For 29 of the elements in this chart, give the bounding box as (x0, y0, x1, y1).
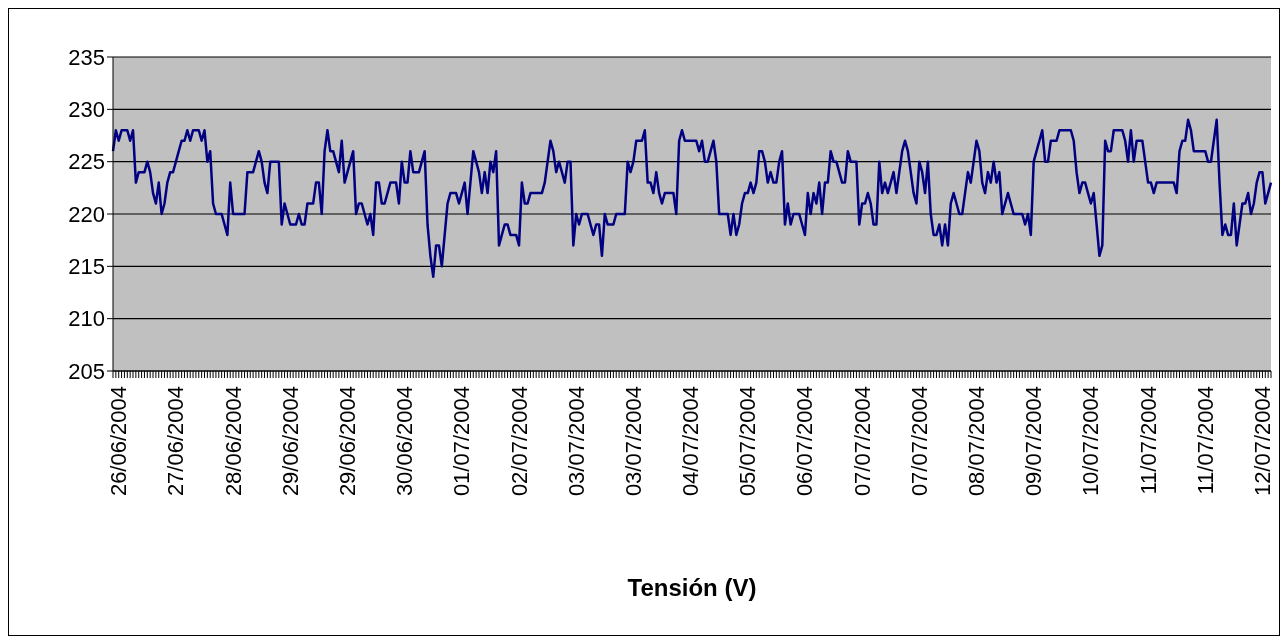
x-axis-title: Tensión (V) (626, 574, 758, 602)
y-tick-label: 220 (68, 201, 105, 227)
y-tick-label: 225 (68, 149, 105, 175)
x-tick-label: 05/07/2004 (735, 386, 761, 497)
x-tick-label: 10/07/2004 (1078, 386, 1104, 497)
x-tick-label: 27/06/2004 (163, 386, 189, 497)
x-tick-label: 04/07/2004 (678, 386, 704, 497)
x-tick-label: 01/07/2004 (449, 386, 475, 497)
x-tick-label: 11/07/2004 (1135, 386, 1161, 495)
x-tick-label: 06/07/2004 (792, 386, 818, 497)
x-tick-label: 30/06/2004 (392, 386, 418, 497)
x-tick-label: 29/06/2004 (277, 386, 303, 497)
x-tick-label: 29/06/2004 (334, 386, 360, 497)
x-tick-label: 07/07/2004 (906, 386, 932, 497)
x-tick-label: 09/07/2004 (1021, 386, 1047, 497)
y-tick-label: 210 (68, 306, 105, 332)
x-tick-label: 03/07/2004 (563, 386, 589, 497)
x-tick-label: 07/07/2004 (849, 386, 875, 497)
y-tick-label: 205 (68, 358, 105, 384)
x-tick-label: 26/06/2004 (106, 386, 132, 497)
x-tick-label: 02/07/2004 (506, 386, 532, 497)
x-tick-label: 08/07/2004 (964, 386, 989, 497)
y-tick-label: 235 (68, 44, 105, 70)
x-tick-label: 11/07/2004 (1192, 386, 1218, 495)
y-tick-label: 215 (68, 254, 105, 280)
x-tick-label: 12/07/2004 (1249, 386, 1275, 497)
y-tick-label: 230 (68, 97, 105, 123)
x-tick-label: 28/06/2004 (220, 386, 246, 497)
x-tick-label: 03/07/2004 (620, 386, 646, 497)
